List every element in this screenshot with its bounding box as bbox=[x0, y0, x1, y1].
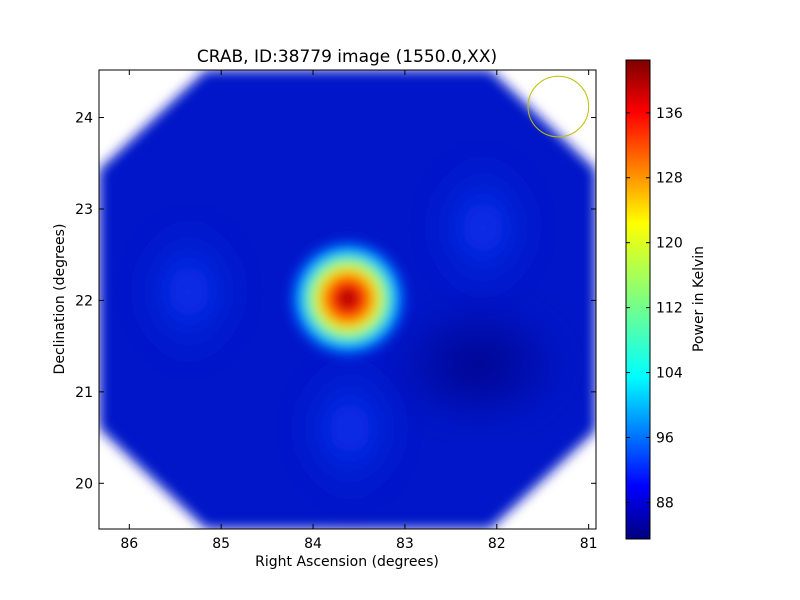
colorbar-tick-label: 104 bbox=[656, 366, 683, 382]
x-tick-label: 84 bbox=[304, 536, 322, 552]
y-tick-label: 20 bbox=[75, 476, 93, 492]
diffuse-emission bbox=[124, 144, 571, 512]
colorbar-tick-label: 88 bbox=[656, 495, 674, 511]
y-tick-label: 22 bbox=[75, 293, 93, 309]
x-tick-label: 86 bbox=[120, 536, 138, 552]
colorbar-tick-label: 96 bbox=[656, 431, 674, 447]
colorbar-tick-label: 112 bbox=[656, 301, 683, 317]
diffuse-feature-1 bbox=[418, 144, 548, 310]
x-tick-label: 85 bbox=[212, 536, 230, 552]
x-tick-label: 82 bbox=[488, 536, 506, 552]
colorbar-tick-label: 120 bbox=[656, 236, 683, 252]
dark-region bbox=[386, 300, 571, 429]
chart-title: CRAB, ID:38779 image (1550.0,XX) bbox=[197, 47, 497, 67]
colorbar bbox=[625, 59, 651, 540]
colorbar-tick-label: 128 bbox=[656, 171, 683, 187]
colorbar-label: Power in Kelvin bbox=[691, 246, 707, 352]
diffuse-feature-2 bbox=[285, 345, 415, 512]
y-tick-label: 21 bbox=[75, 385, 93, 401]
x-axis-ticks: 86 85 84 83 82 81 bbox=[120, 70, 598, 552]
beam-circle bbox=[527, 75, 590, 138]
x-tick-label: 83 bbox=[396, 536, 414, 552]
y-tick-label: 23 bbox=[75, 202, 93, 218]
x-axis-label: Right Ascension (degrees) bbox=[255, 554, 439, 570]
diffuse-feature-0 bbox=[124, 208, 254, 374]
y-axis-ticks: 20 21 22 23 24 bbox=[75, 111, 596, 492]
colorbar-ticks: 88 96 104 112 120 128 136 bbox=[626, 106, 683, 511]
x-tick-label: 81 bbox=[580, 536, 598, 552]
plot-frame bbox=[98, 69, 597, 530]
colorbar-tick-label: 136 bbox=[656, 106, 683, 122]
plot-area bbox=[99, 70, 596, 529]
crab-source bbox=[286, 236, 410, 361]
y-axis-label: Declination (degrees) bbox=[52, 224, 68, 375]
y-tick-label: 24 bbox=[75, 111, 93, 127]
